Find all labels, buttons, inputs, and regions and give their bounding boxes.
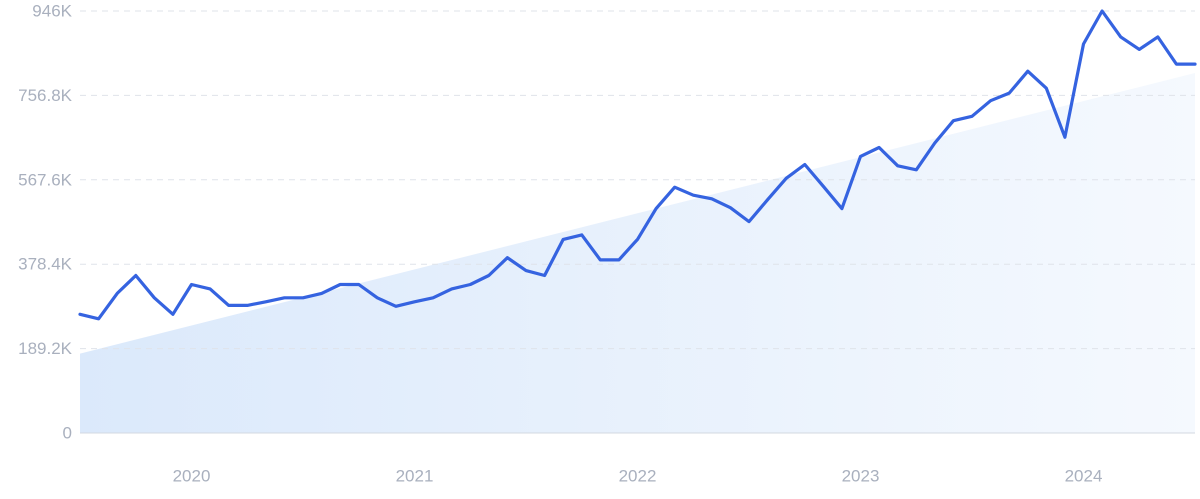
- series-line: [78, 9, 1197, 321]
- series-layer: [78, 9, 1197, 321]
- y-tick-label: 946K: [32, 2, 72, 21]
- trend-area: [80, 73, 1195, 433]
- y-tick-label: 378.4K: [18, 255, 73, 274]
- x-axis-ticks: 2020 2021 2022 2023 2024: [173, 467, 1103, 486]
- y-axis-ticks: 0 189.2K 378.4K 567.6K 756.8K 946K: [18, 2, 73, 443]
- x-tick-label: 2024: [1065, 467, 1103, 486]
- y-tick-label: 567.6K: [18, 170, 73, 189]
- y-tick-label: 189.2K: [18, 339, 73, 358]
- trend-area-layer: [80, 73, 1195, 433]
- x-tick-label: 2020: [173, 467, 211, 486]
- y-tick-label: 0: [63, 424, 72, 443]
- x-tick-label: 2023: [842, 467, 880, 486]
- x-tick-label: 2022: [619, 467, 657, 486]
- x-tick-label: 2021: [396, 467, 434, 486]
- y-tick-label: 756.8K: [18, 86, 73, 105]
- grid-layer: [80, 10, 1195, 434]
